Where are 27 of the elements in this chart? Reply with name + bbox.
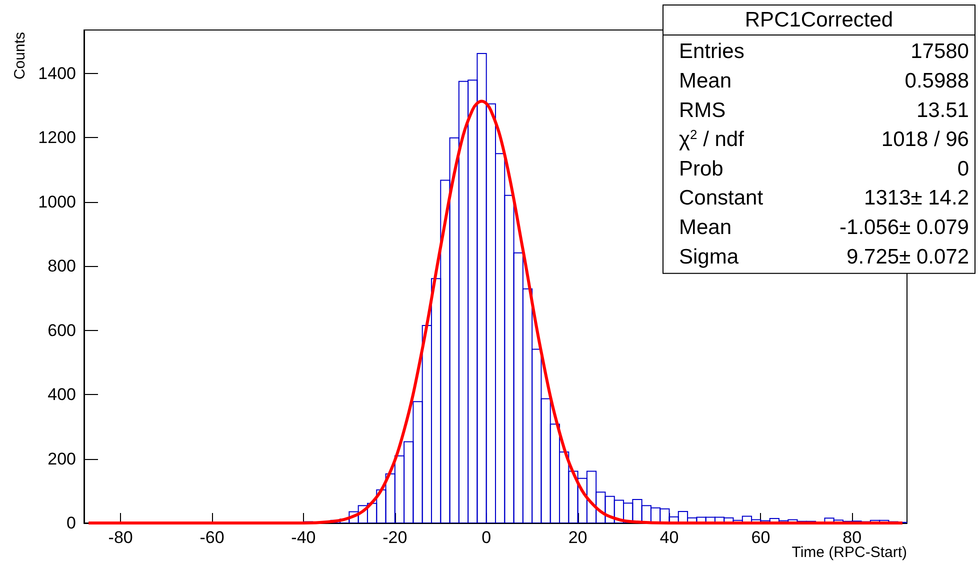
y-axis-title: Counts — [12, 32, 28, 80]
chart-title: RPC1Corrected — [744, 8, 894, 32]
text: Mean -1.056± 0.079 — [679, 216, 969, 239]
y-tick-label: 200 — [48, 449, 76, 468]
text: Entries 17580 — [679, 40, 969, 64]
x-axis-title: Time (RPC-Start) — [792, 544, 907, 561]
text: Constant 1313± 14.2 — [679, 186, 969, 210]
x-tick-label: -80 — [108, 528, 133, 547]
text: Sigma 9.725± 0.072 — [679, 245, 969, 268]
x-tick-label: 0 — [482, 528, 492, 547]
y-tick-label: 1000 — [38, 192, 76, 212]
text: Prob 0 — [679, 157, 969, 180]
x-tick-label: -60 — [200, 528, 224, 547]
text: RMS 13.51 — [679, 98, 969, 122]
y-tick-label: 600 — [48, 320, 76, 340]
y-tick-label: 400 — [48, 385, 76, 404]
y-tick-label: 1200 — [38, 128, 76, 148]
x-tick-label: 60 — [751, 528, 770, 547]
y-tick-label: 0 — [66, 514, 76, 532]
y-tick-label: 1400 — [38, 64, 76, 83]
x-tick-label: -40 — [291, 528, 316, 547]
x-tick-label: 80 — [842, 528, 862, 547]
text: Mean 0.5988 — [679, 69, 969, 92]
x-tick-label: -20 — [382, 528, 408, 547]
y-tick-label: 800 — [48, 256, 76, 276]
x-tick-label: 20 — [568, 528, 588, 547]
x-tick-label: 40 — [660, 528, 679, 547]
